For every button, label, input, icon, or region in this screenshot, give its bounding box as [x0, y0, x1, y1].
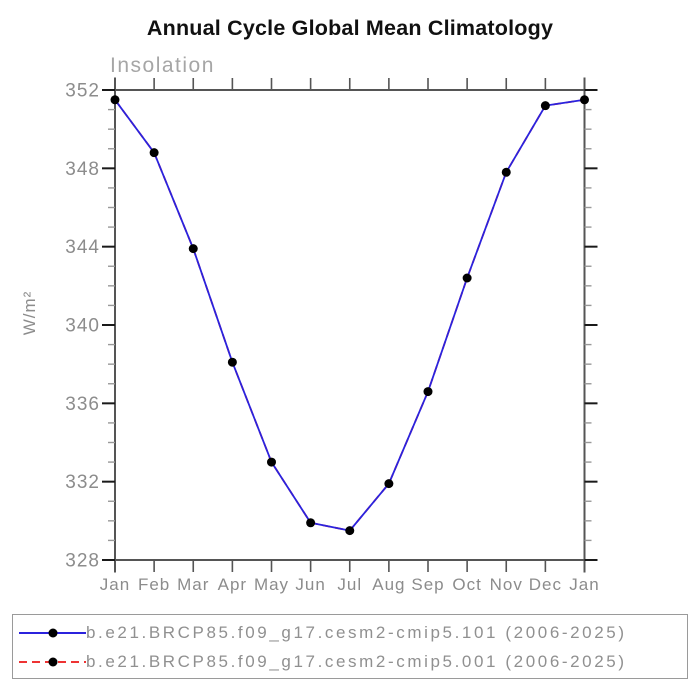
x-tick-label: Oct	[452, 575, 481, 594]
x-tick-label: Nov	[490, 575, 523, 594]
x-tick-label: Dec	[529, 575, 562, 594]
series-line-0	[114, 98, 585, 532]
chart-subtitle: Insolation	[110, 54, 215, 77]
y-tick-label: 332	[65, 472, 100, 493]
x-tick-label: Jan	[569, 575, 599, 594]
legend-label: b.e21.BRCP85.f09_g17.cesm2-cmip5.001 (20…	[86, 652, 627, 671]
legend-line-sample-solid	[19, 628, 86, 638]
chart-title: Annual Cycle Global Mean Climatology	[146, 16, 554, 40]
y-tick-label: 328	[65, 551, 100, 572]
x-tick-label: Jan	[100, 575, 130, 594]
data-point-marker	[462, 273, 472, 283]
legend-line-sample-dashed	[19, 657, 86, 667]
legend-item: b.e21.BRCP85.f09_g17.cesm2-cmip5.001 (20…	[17, 651, 627, 673]
data-point-marker	[501, 167, 511, 177]
legend-label: b.e21.BRCP85.f09_g17.cesm2-cmip5.101 (20…	[86, 623, 627, 642]
x-tick-label: Aug	[372, 575, 405, 594]
data-point-marker	[110, 95, 120, 105]
data-point-marker	[345, 526, 355, 536]
data-point-marker	[227, 357, 237, 367]
data-point-marker	[188, 244, 198, 254]
data-point-marker	[540, 101, 550, 111]
legend: b.e21.BRCP85.f09_g17.cesm2-cmip5.101 (20…	[12, 614, 688, 679]
data-point-marker	[149, 148, 159, 158]
x-tick-label: Mar	[177, 575, 209, 594]
legend-item: b.e21.BRCP85.f09_g17.cesm2-cmip5.101 (20…	[17, 622, 627, 644]
x-tick-label: May	[254, 575, 289, 594]
data-point-marker	[423, 387, 433, 397]
y-tick-label: 352	[65, 81, 100, 102]
data-point-marker	[580, 95, 589, 105]
x-tick-label: Feb	[138, 575, 170, 594]
x-tick-label: Jul	[337, 575, 362, 594]
y-tick-label: 336	[65, 394, 100, 415]
legend-marker	[48, 628, 58, 638]
x-tick-label: Apr	[218, 575, 247, 594]
series-line-1	[114, 98, 585, 532]
y-tick-label: 340	[65, 316, 100, 337]
data-point-marker	[267, 457, 276, 467]
data-point-marker	[306, 518, 316, 528]
y-tick-label: 344	[65, 237, 100, 258]
x-tick-label: Jun	[295, 575, 325, 594]
x-tick-label: Sep	[411, 575, 444, 594]
data-point-marker	[384, 479, 394, 489]
y-tick-label: 348	[65, 159, 100, 180]
legend-marker	[48, 657, 58, 667]
